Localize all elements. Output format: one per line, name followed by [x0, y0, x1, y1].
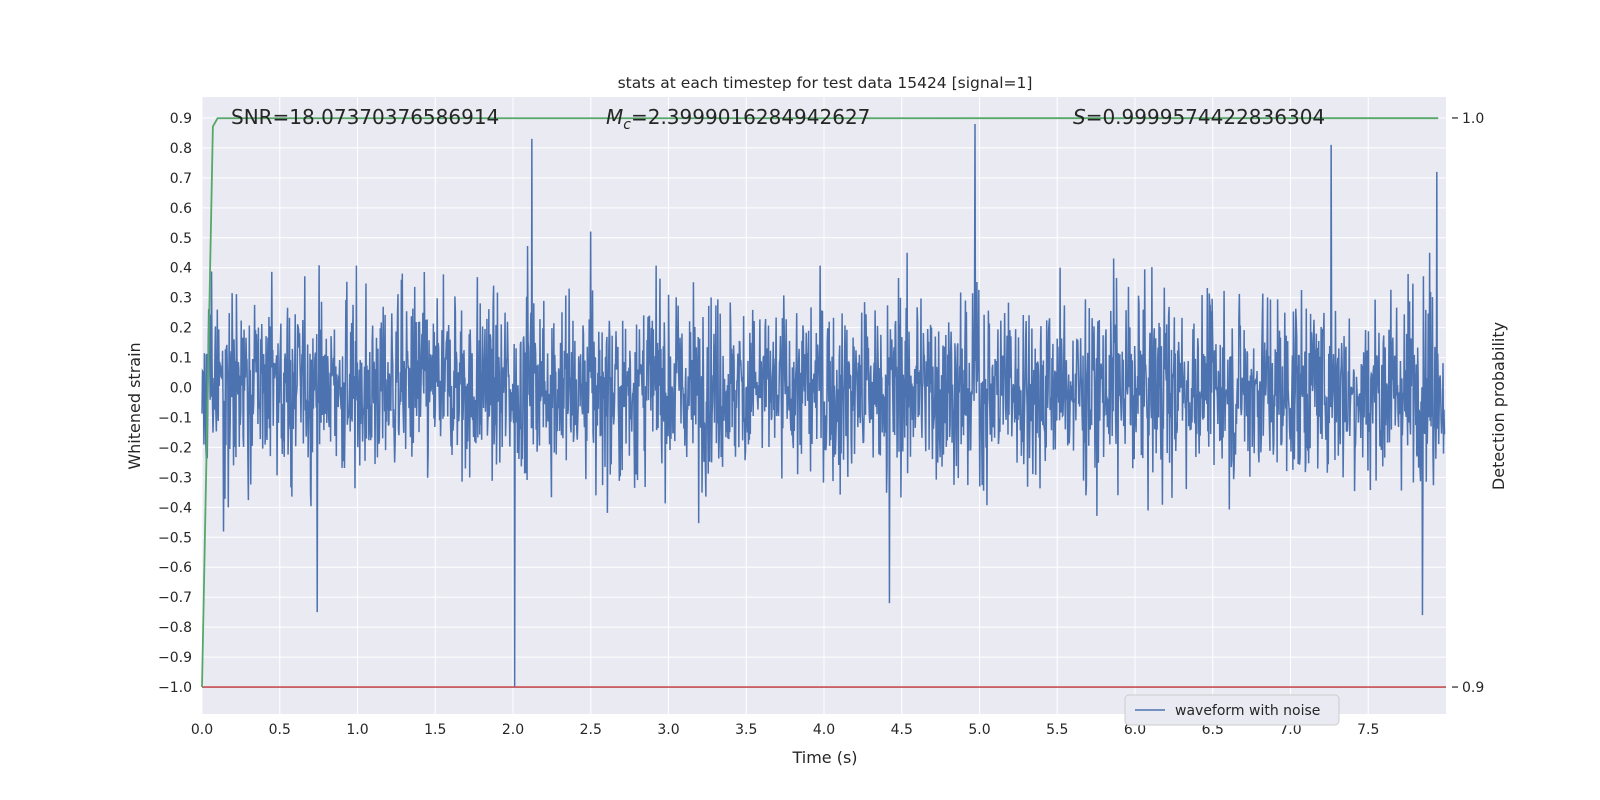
- y-tick-label: 0.6: [170, 201, 192, 217]
- y-tick-label: 0.1: [170, 351, 192, 367]
- y-tick-label: −0.1: [158, 410, 192, 426]
- y-tick-label: 0.8: [170, 141, 192, 157]
- y2-tick-label: 0.9: [1462, 680, 1484, 696]
- y-tick-label: −1.0: [158, 680, 192, 696]
- mc-subscript: c: [623, 117, 631, 133]
- y2-axis-ticks: 1.0 0.9: [1452, 111, 1484, 696]
- x-axis-label: Time (s): [791, 748, 857, 767]
- y2-axis-label: Detection probability: [1489, 322, 1508, 490]
- y-tick-label: −0.5: [158, 530, 192, 546]
- y-tick-label: 0.0: [170, 381, 192, 397]
- x-tick-label: 2.5: [580, 722, 602, 738]
- y-tick-label: 0.4: [170, 261, 192, 277]
- x-tick-label: 0.5: [269, 722, 291, 738]
- y2-tick-label: 1.0: [1462, 111, 1484, 127]
- y-tick-label: 0.3: [170, 291, 192, 307]
- x-tick-label: 0.0: [191, 722, 213, 738]
- s-value: =0.9999574422836304: [1086, 105, 1325, 129]
- plot-content: [201, 117, 1446, 688]
- y-tick-label: −0.8: [158, 620, 192, 636]
- x-tick-label: 5.0: [968, 722, 990, 738]
- x-tick-label: 4.5: [891, 722, 913, 738]
- y-tick-label: 0.2: [170, 321, 192, 337]
- y-tick-label: −0.4: [158, 500, 192, 516]
- y-tick-label: 0.5: [170, 231, 192, 247]
- x-tick-label: 7.5: [1357, 722, 1379, 738]
- mc-symbol: M: [606, 105, 623, 129]
- legend-label-waveform: waveform with noise: [1175, 703, 1320, 719]
- y-tick-label: −0.3: [158, 470, 192, 486]
- s-symbol: S: [1073, 105, 1086, 129]
- score-annotation: S=0.9999574422836304: [1073, 105, 1325, 129]
- detection-probability-line: [201, 117, 1439, 688]
- y-tick-label: −0.2: [158, 440, 192, 456]
- snr-annotation: SNR=18.07370376586914: [231, 105, 499, 129]
- x-axis-ticks: 0.0 0.5 1.0 1.5 2.0 2.5 3.0 3.5 4.0 4.5 5.0 5.5 6.0 6…: [191, 722, 1380, 738]
- waveform-line: [201, 123, 1446, 688]
- x-tick-label: 5.5: [1046, 722, 1068, 738]
- x-tick-label: 3.5: [735, 722, 757, 738]
- x-tick-label: 7.0: [1279, 722, 1301, 738]
- y-tick-label: 0.7: [170, 171, 192, 187]
- x-tick-label: 1.0: [346, 722, 368, 738]
- y-axis-label: Whitened strain: [125, 342, 144, 469]
- mc-value: =2.3999016284942627: [631, 105, 870, 129]
- chirp-mass-annotation: Mc=2.3999016284942627: [606, 105, 870, 133]
- x-tick-label: 1.5: [424, 722, 446, 738]
- x-tick-label: 6.5: [1202, 722, 1224, 738]
- x-tick-label: 3.0: [657, 722, 679, 738]
- x-tick-label: 6.0: [1124, 722, 1146, 738]
- legend-box: [1124, 694, 1340, 726]
- y-axis-ticks: 0.9 0.8 0.7 0.6 0.5 0.4 0.3 0.2 0.1 0.0 −0.1 −0.2 −0…: [158, 111, 192, 696]
- y-tick-label: −0.9: [158, 650, 192, 666]
- x-tick-label: 2.0: [502, 722, 524, 738]
- y-tick-label: −0.6: [158, 560, 192, 576]
- x-tick-label: 4.0: [813, 722, 835, 738]
- legend: waveform with noise: [1124, 694, 1340, 726]
- chart-title: stats at each timestep for test data 154…: [618, 74, 1033, 92]
- y-tick-label: −0.7: [158, 590, 192, 606]
- y-tick-label: 0.9: [170, 111, 192, 127]
